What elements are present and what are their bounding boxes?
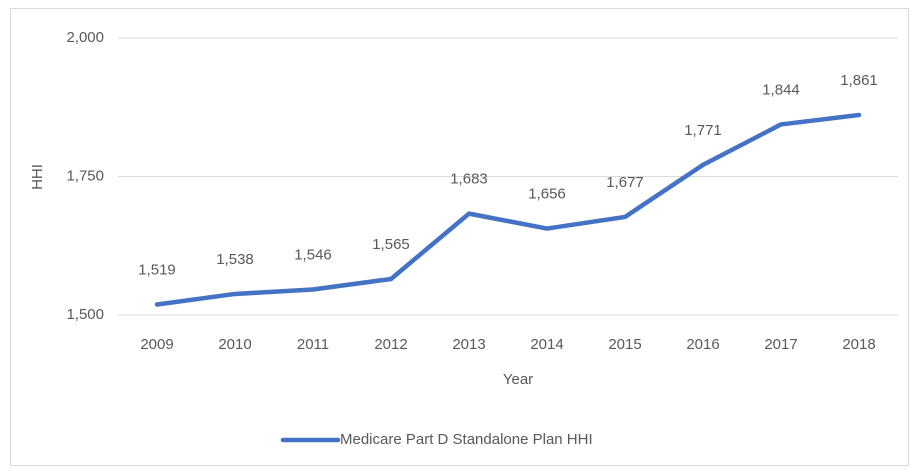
x-tick-label: 2018 [842, 336, 875, 353]
x-tick-label: 2017 [764, 336, 797, 353]
y-tick-label: 1,750 [66, 167, 104, 184]
x-tick-label: 2016 [686, 336, 719, 353]
data-label: 1,565 [372, 236, 410, 253]
x-axis-label: Year [503, 371, 533, 388]
x-tick-label: 2012 [374, 336, 407, 353]
legend-label: Medicare Part D Standalone Plan HHI [340, 431, 593, 448]
data-label: 1,683 [450, 171, 488, 188]
x-tick-label: 2011 [297, 336, 329, 353]
data-label: 1,844 [762, 81, 800, 98]
data-label: 1,677 [606, 174, 644, 191]
x-tick-label: 2010 [218, 336, 251, 353]
x-tick-label: 2009 [140, 336, 173, 353]
y-axis-label: HHI [29, 164, 46, 190]
y-tick-label: 2,000 [66, 29, 104, 46]
data-label: 1,656 [528, 186, 566, 203]
data-line [154, 112, 862, 307]
y-tick-label: 1,500 [66, 306, 104, 323]
chart-border [10, 8, 909, 466]
data-label: 1,519 [138, 261, 176, 278]
x-tick-label: 2015 [608, 336, 641, 353]
data-label: 1,538 [216, 251, 254, 268]
x-tick-label: 2014 [530, 336, 563, 353]
x-tick-label: 2013 [452, 336, 485, 353]
data-label: 1,771 [684, 122, 722, 139]
data-label: 1,861 [840, 72, 878, 89]
data-label: 1,546 [294, 246, 332, 263]
